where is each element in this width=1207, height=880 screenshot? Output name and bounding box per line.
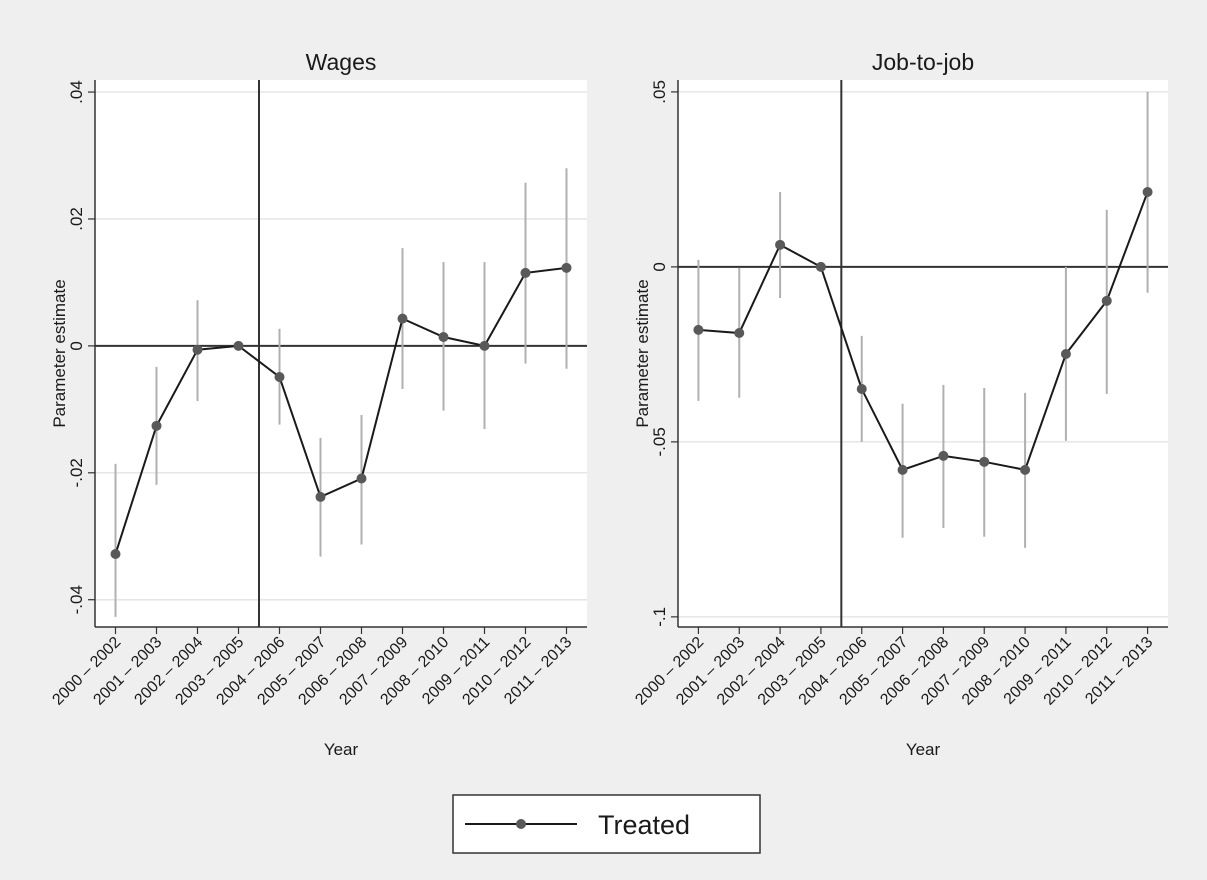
- y-tick-label: 0: [67, 341, 86, 350]
- legend-label: Treated: [598, 810, 690, 840]
- point: [979, 456, 990, 467]
- series-line: [698, 191, 1149, 472]
- point: [1142, 186, 1153, 197]
- point: [397, 313, 408, 324]
- y-axis-title: Parameter estimate: [50, 279, 69, 427]
- x-axis-title: Year: [324, 740, 359, 759]
- point: [815, 261, 826, 272]
- y-tick-label: -.04: [67, 585, 86, 614]
- point: [897, 464, 908, 475]
- point: [479, 340, 490, 351]
- point: [233, 340, 244, 351]
- y-tick-label: -.1: [650, 607, 669, 627]
- legend-marker: [516, 819, 526, 829]
- point: [151, 420, 162, 431]
- point: [734, 328, 745, 339]
- point: [192, 344, 203, 355]
- y-tick-label: .04: [67, 80, 86, 104]
- y-tick-label: .05: [650, 80, 669, 104]
- chart-title: Job-to-job: [872, 49, 974, 75]
- y-tick-label: .02: [67, 207, 86, 231]
- y-tick-label: -.02: [67, 458, 86, 487]
- y-tick-label: -.05: [650, 427, 669, 456]
- point: [1060, 349, 1071, 360]
- point: [520, 267, 531, 278]
- y-tick-label: 0: [650, 262, 669, 271]
- plot-area: [678, 80, 1168, 627]
- point: [775, 239, 786, 250]
- point: [356, 473, 367, 484]
- point: [110, 549, 121, 560]
- point: [561, 262, 572, 273]
- point: [315, 491, 326, 502]
- point: [693, 324, 704, 335]
- chart-title: Wages: [306, 49, 377, 75]
- y-axis-title: Parameter estimate: [633, 279, 652, 427]
- point: [938, 450, 949, 461]
- series-line: [114, 266, 567, 555]
- point: [438, 332, 449, 343]
- plot-area: [95, 80, 587, 627]
- point: [856, 384, 867, 395]
- point: [274, 371, 285, 382]
- point: [1020, 464, 1031, 475]
- point: [1101, 295, 1112, 306]
- x-axis-title: Year: [906, 740, 941, 759]
